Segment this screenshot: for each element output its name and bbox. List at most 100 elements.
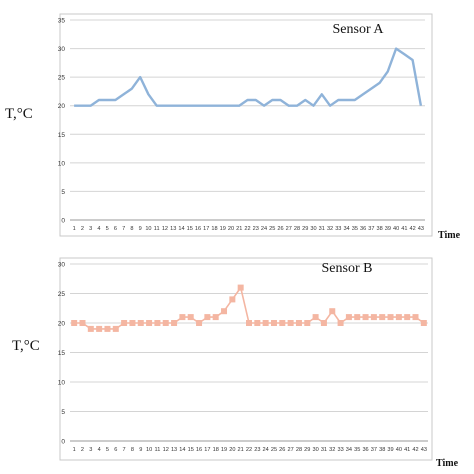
chart-title-b: Sensor B — [322, 261, 373, 276]
x-tick-label-b-21: 21 — [238, 447, 244, 453]
data-point-b-41 — [404, 314, 411, 321]
x-tick-label-a-20: 20 — [228, 226, 234, 232]
x-tick-label-b-6: 6 — [114, 447, 117, 453]
x-tick-label-a-34: 34 — [343, 226, 349, 232]
y-tick-label-a-20: 20 — [58, 103, 66, 110]
data-point-b-6 — [112, 325, 119, 332]
x-tick-label-b-26: 26 — [279, 447, 285, 453]
x-tick-label-b-29: 29 — [304, 447, 310, 453]
x-tick-label-a-37: 37 — [368, 226, 374, 232]
y-tick-label-a-10: 10 — [58, 160, 66, 167]
data-point-b-11 — [154, 320, 161, 326]
x-tick-label-b-19: 19 — [221, 447, 227, 453]
data-point-b-37 — [370, 314, 377, 321]
x-tick-label-b-11: 11 — [155, 447, 161, 453]
data-point-b-38 — [379, 314, 386, 321]
x-tick-label-a-38: 38 — [376, 226, 382, 232]
x-tick-label-a-13: 13 — [170, 226, 176, 232]
x-tick-label-b-8: 8 — [131, 447, 134, 453]
data-point-b-1 — [71, 320, 78, 326]
x-tick-label-b-14: 14 — [179, 447, 185, 453]
data-point-b-10 — [146, 320, 153, 326]
x-tick-label-a-26: 26 — [277, 226, 283, 232]
x-tick-label-a-21: 21 — [236, 226, 242, 232]
x-tick-label-b-32: 32 — [329, 447, 335, 453]
data-point-b-9 — [137, 320, 144, 326]
x-tick-label-b-22: 22 — [246, 447, 252, 453]
x-tick-label-a-39: 39 — [385, 226, 391, 232]
data-point-b-15 — [187, 314, 194, 321]
x-tick-label-a-11: 11 — [154, 226, 160, 232]
x-tick-label-a-31: 31 — [319, 226, 325, 232]
x-tick-label-b-10: 10 — [146, 447, 152, 453]
y-tick-label-a-25: 25 — [58, 75, 66, 82]
y-tick-label-a-30: 30 — [58, 46, 66, 53]
x-tick-label-a-27: 27 — [286, 226, 292, 232]
data-point-b-18 — [212, 314, 219, 321]
data-point-b-24 — [262, 320, 269, 326]
x-tick-label-a-1: 1 — [73, 226, 76, 232]
x-tick-label-b-5: 5 — [106, 447, 109, 453]
y-tick-label-b-0: 0 — [61, 439, 65, 446]
x-tick-label-a-12: 12 — [162, 226, 168, 232]
x-tick-label-a-33: 33 — [335, 226, 341, 232]
data-point-b-35 — [354, 314, 361, 321]
x-axis-label-b: Time — [436, 458, 459, 469]
data-point-b-26 — [279, 320, 286, 326]
x-tick-label-a-42: 42 — [409, 226, 415, 232]
data-point-b-4 — [96, 325, 103, 332]
x-tick-label-a-18: 18 — [211, 226, 217, 232]
data-point-b-2 — [79, 320, 86, 326]
x-tick-label-b-24: 24 — [263, 447, 269, 453]
data-point-b-5 — [104, 325, 111, 332]
y-tick-label-a-35: 35 — [58, 18, 66, 25]
x-tick-label-a-43: 43 — [418, 226, 424, 232]
x-tick-label-b-12: 12 — [163, 447, 169, 453]
x-tick-label-b-34: 34 — [346, 447, 352, 453]
x-tick-label-a-19: 19 — [220, 226, 226, 232]
x-tick-label-b-30: 30 — [312, 447, 318, 453]
x-tick-label-b-31: 31 — [321, 447, 327, 453]
x-tick-label-b-28: 28 — [296, 447, 302, 453]
x-tick-label-a-3: 3 — [89, 226, 92, 232]
x-tick-label-b-35: 35 — [354, 447, 360, 453]
data-point-b-7 — [121, 320, 128, 326]
data-point-b-19 — [221, 308, 228, 315]
x-tick-label-a-35: 35 — [352, 226, 358, 232]
y-axis-label-b: T,°C — [12, 338, 40, 354]
x-tick-label-a-5: 5 — [106, 226, 109, 232]
x-tick-label-a-28: 28 — [294, 226, 300, 232]
data-point-b-16 — [196, 320, 203, 326]
data-point-b-17 — [204, 314, 211, 321]
y-tick-label-b-20: 20 — [58, 321, 66, 328]
x-tick-label-b-7: 7 — [123, 447, 126, 453]
data-point-b-29 — [304, 320, 311, 326]
x-tick-label-b-20: 20 — [229, 447, 235, 453]
x-tick-label-b-37: 37 — [371, 447, 377, 453]
data-point-b-31 — [320, 320, 327, 326]
x-tick-label-a-25: 25 — [269, 226, 275, 232]
data-point-b-23 — [254, 320, 261, 326]
x-tick-label-b-38: 38 — [379, 447, 385, 453]
data-point-b-13 — [171, 320, 178, 326]
data-point-b-34 — [345, 314, 352, 321]
data-point-b-30 — [312, 314, 319, 321]
y-tick-label-b-10: 10 — [58, 380, 66, 387]
y-tick-label-a-15: 15 — [58, 132, 66, 139]
x-tick-label-a-41: 41 — [401, 226, 407, 232]
data-point-b-25 — [270, 320, 277, 326]
x-tick-label-a-40: 40 — [393, 226, 399, 232]
data-point-b-3 — [87, 325, 94, 332]
x-tick-label-b-18: 18 — [213, 447, 219, 453]
x-tick-label-b-27: 27 — [288, 447, 294, 453]
x-tick-label-b-25: 25 — [271, 447, 277, 453]
x-tick-label-a-30: 30 — [310, 226, 316, 232]
x-tick-label-b-36: 36 — [362, 447, 368, 453]
x-tick-label-b-33: 33 — [337, 447, 343, 453]
x-tick-label-b-9: 9 — [139, 447, 142, 453]
data-point-b-8 — [129, 320, 136, 326]
data-point-b-27 — [287, 320, 294, 326]
